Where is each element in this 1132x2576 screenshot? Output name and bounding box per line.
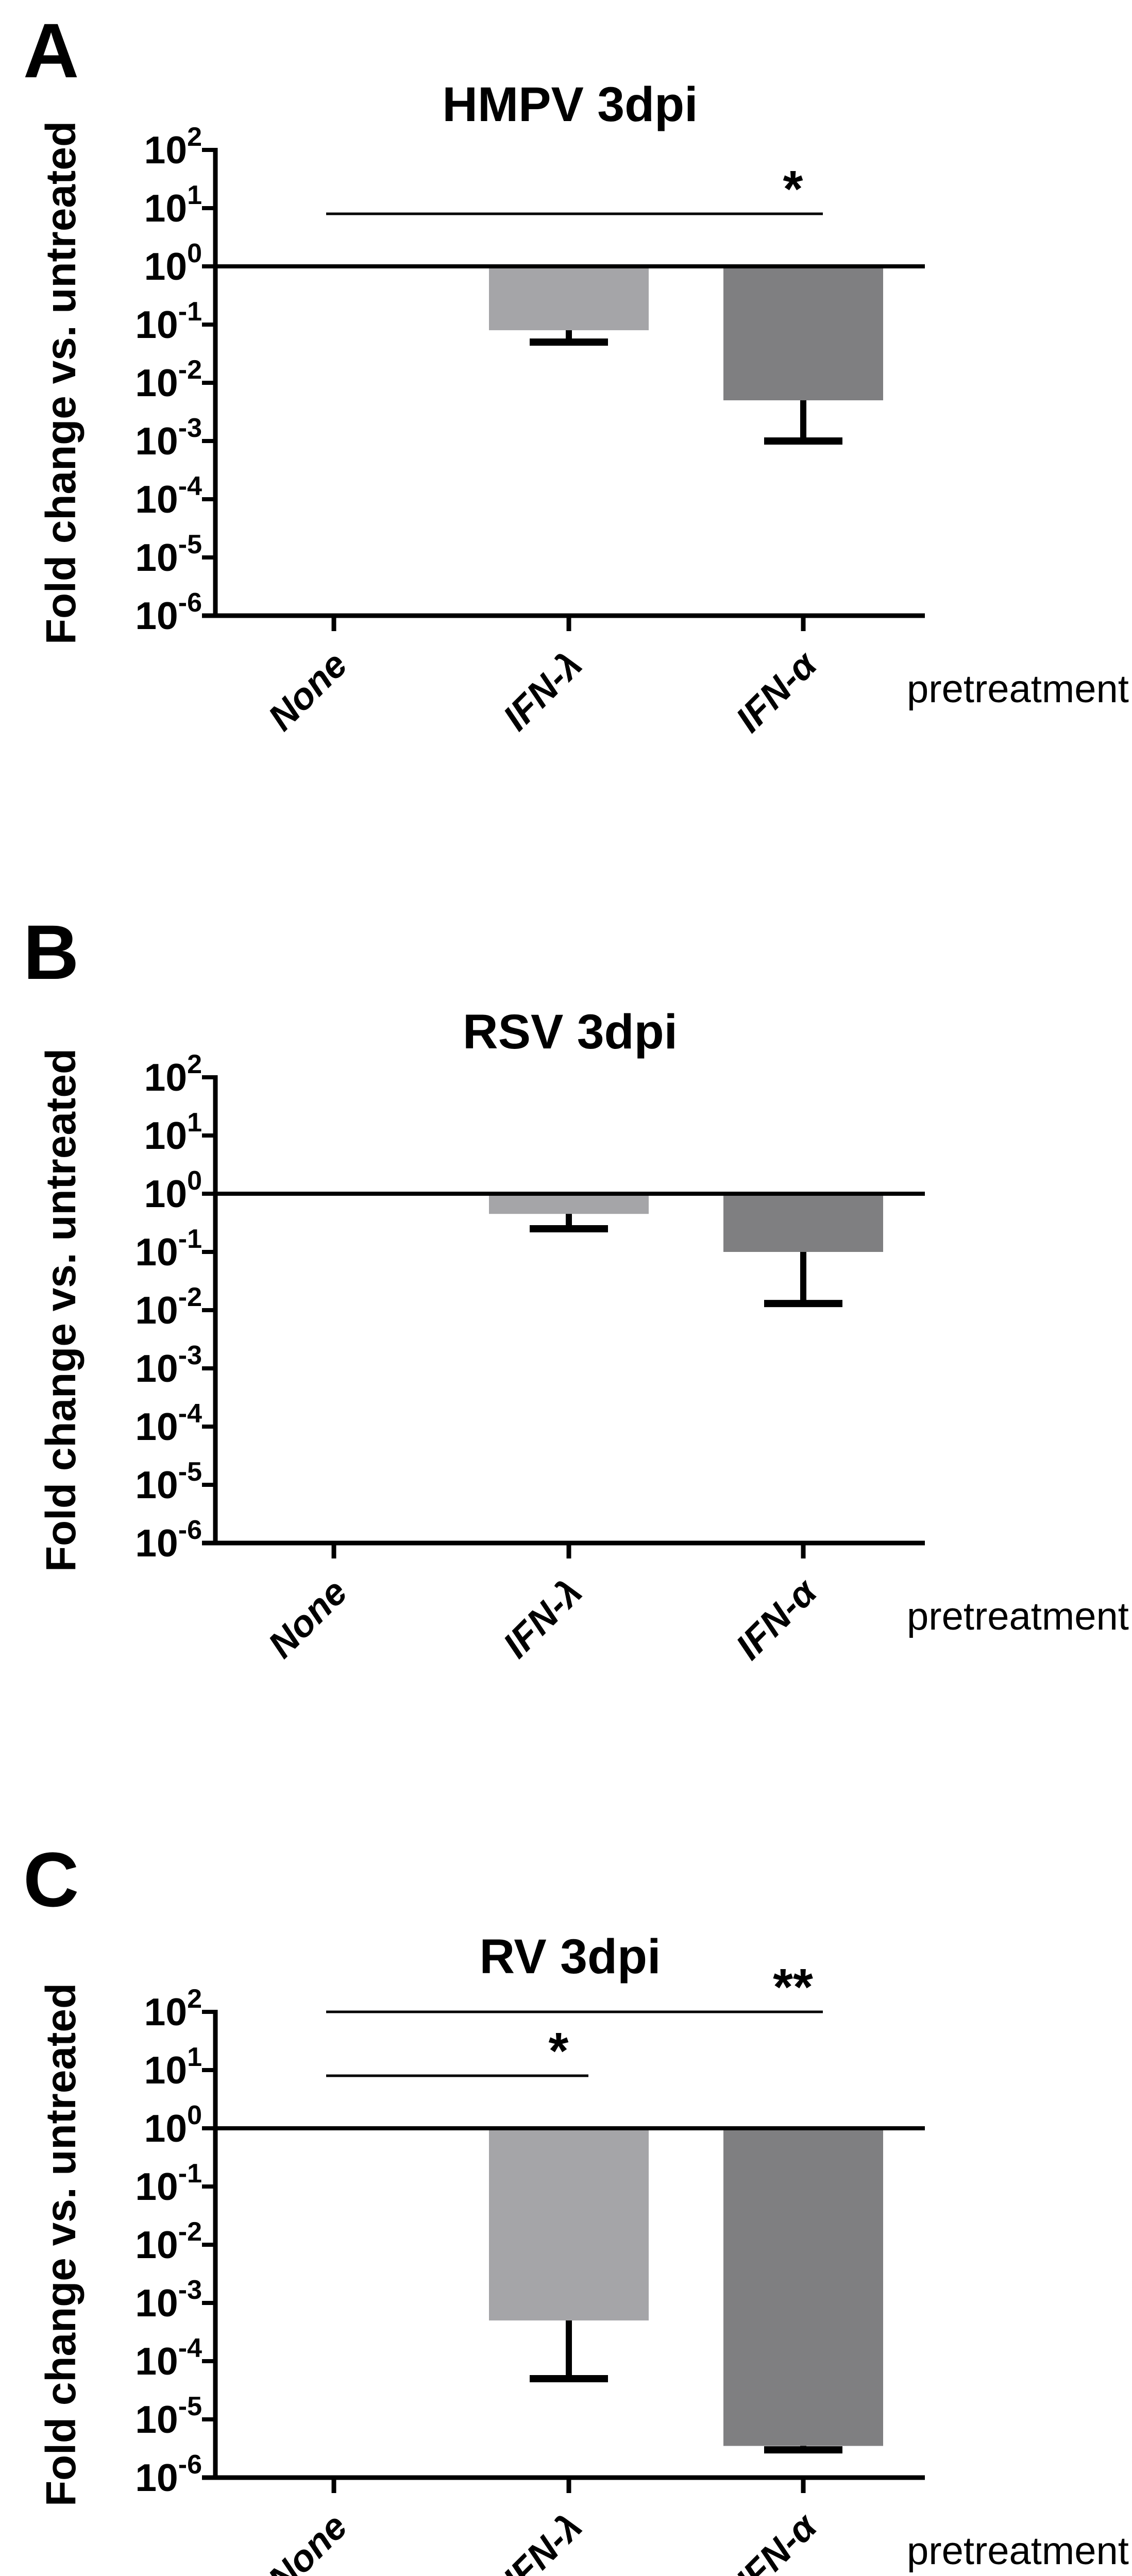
- chart-title-B: RSV 3dpi: [463, 1005, 678, 1059]
- y-tick-label: 10-5: [135, 530, 202, 579]
- significance-label: **: [773, 1958, 813, 2016]
- panel-letter-A: A: [23, 7, 79, 94]
- chart-title-A: HMPV 3dpi: [442, 77, 698, 132]
- y-tick-label: 10-2: [135, 2217, 202, 2266]
- y-tick-label: 100: [144, 1166, 202, 1215]
- significance-label: *: [783, 160, 803, 218]
- bar-IFN-λ: [489, 2128, 649, 2321]
- y-tick-label: 102: [144, 122, 202, 172]
- bar-IFN-α: [723, 2128, 883, 2446]
- x-tick-label-None: None: [260, 1571, 355, 1666]
- y-tick-label: 100: [144, 239, 202, 288]
- y-axis-title: Fold change vs. untreated: [38, 121, 85, 645]
- y-tick-label: 101: [144, 2042, 202, 2092]
- x-tick-label-None: None: [260, 2506, 355, 2576]
- y-tick-label: 10-4: [135, 1399, 202, 1448]
- y-tick-label: 10-2: [135, 1282, 202, 1332]
- y-tick-label: 100: [144, 2100, 202, 2150]
- y-tick-label: 102: [144, 1049, 202, 1099]
- x-tick-label-IFN-α: IFN-α: [728, 1570, 825, 1667]
- x-tick-label-IFN-λ: IFN-λ: [495, 2506, 590, 2576]
- significance-label: *: [549, 2022, 569, 2080]
- y-tick-label: 10-5: [135, 2392, 202, 2441]
- y-tick-label: 10-6: [135, 588, 202, 637]
- x-axis-title: pretreatment: [907, 667, 1129, 711]
- y-tick-label: 101: [144, 180, 202, 230]
- y-tick-label: 10-1: [135, 297, 202, 346]
- bar-IFN-α: [723, 266, 883, 401]
- y-tick-label: 10-3: [135, 2275, 202, 2325]
- y-tick-label: 10-6: [135, 2450, 202, 2499]
- y-tick-label: 10-1: [135, 1224, 202, 1274]
- x-axis-title: pretreatment: [907, 1595, 1129, 1638]
- y-tick-label: 10-4: [135, 2333, 202, 2383]
- bar-IFN-λ: [489, 266, 649, 330]
- y-tick-label: 10-4: [135, 471, 202, 521]
- chart-title-C: RV 3dpi: [480, 1929, 661, 1984]
- y-tick-label: 10-3: [135, 1341, 202, 1390]
- x-tick-label-None: None: [260, 644, 355, 739]
- y-tick-label: 101: [144, 1108, 202, 1157]
- bar-IFN-α: [723, 1194, 883, 1252]
- y-tick-label: 10-6: [135, 1515, 202, 1565]
- y-tick-label: 10-5: [135, 1457, 202, 1506]
- x-tick-label-IFN-λ: IFN-λ: [495, 644, 590, 739]
- y-tick-label: 102: [144, 1984, 202, 2033]
- y-axis-title: Fold change vs. untreated: [38, 1048, 85, 1572]
- y-axis-title: Fold change vs. untreated: [38, 1983, 85, 2506]
- x-tick-label-IFN-α: IFN-α: [728, 642, 825, 740]
- y-tick-label: 10-1: [135, 2159, 202, 2208]
- x-tick-label-IFN-λ: IFN-λ: [495, 1571, 590, 1666]
- y-tick-label: 10-2: [135, 355, 202, 404]
- y-tick-label: 10-3: [135, 413, 202, 463]
- panel-letter-C: C: [23, 1836, 79, 1923]
- x-tick-label-IFN-α: IFN-α: [728, 2504, 825, 2576]
- bar-IFN-λ: [489, 1194, 649, 1214]
- panel-letter-B: B: [23, 909, 79, 995]
- x-axis-title: pretreatment: [907, 2529, 1129, 2573]
